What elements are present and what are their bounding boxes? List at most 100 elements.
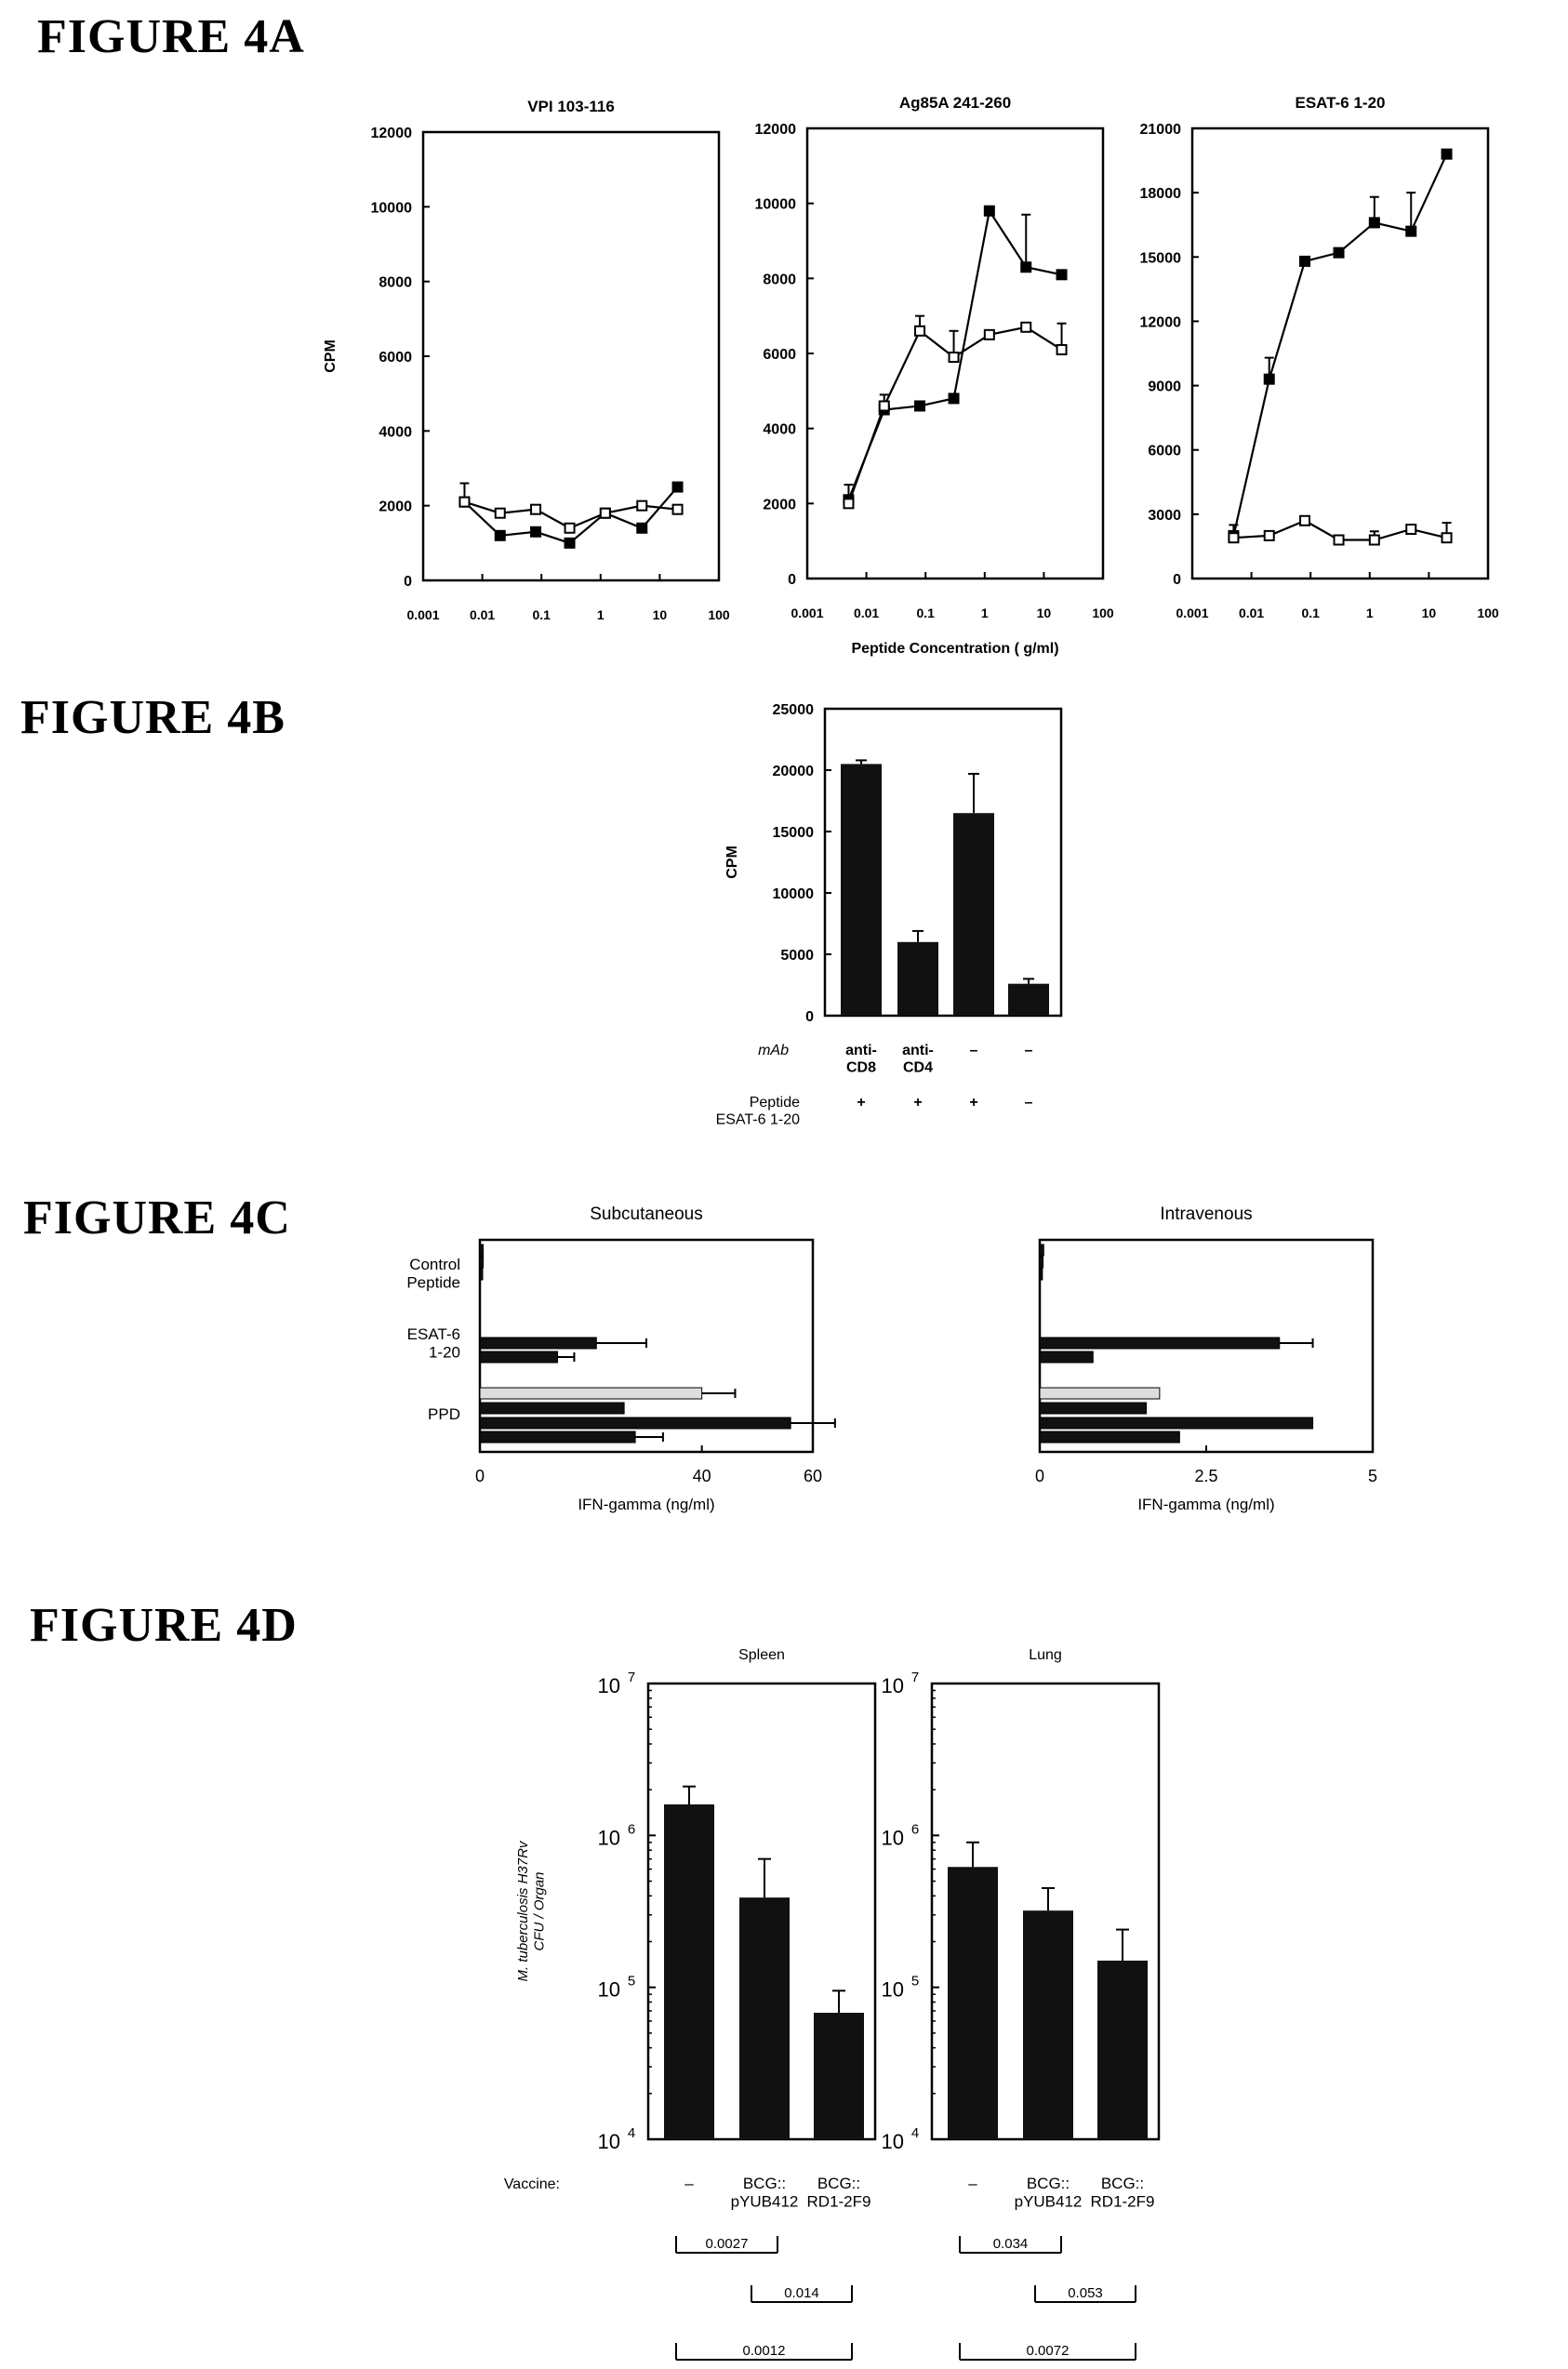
chart-4d-1-category-label: BCG::RD1-2F9 (807, 2175, 871, 2211)
chart-4b-row-cell: + (913, 1095, 922, 1111)
chart-4c-1-category-label: ESAT-61-20 (407, 1325, 460, 1362)
chart-4a-1-point (531, 527, 540, 537)
chart-4b-ytick-label: 25000 (773, 702, 815, 718)
chart-4a-1-ytick-label: 10000 (371, 200, 413, 216)
chart-4a-1-ytick-label: 4000 (379, 424, 412, 440)
chart-4a-3-point (1300, 257, 1309, 266)
chart-4a-1-point (637, 524, 646, 533)
chart-4d-2-pvalue-label: 0.0072 (1027, 2343, 1070, 2359)
chart-4a-3-frame (1192, 128, 1488, 579)
chart-4d-2-category-label: BCG::RD1-2F9 (1091, 2175, 1155, 2211)
chart-4b-ytick-label: 0 (805, 1009, 814, 1025)
chart-4a-2-xtick-label: 0.01 (854, 606, 879, 620)
chart-4d-1-ytick-exponent: 6 (628, 1821, 635, 1837)
chart-4c-1-xlabel: IFN-gamma (ng/ml) (578, 1496, 714, 1513)
chart-4c-2-xtick-label: 0 (1035, 1467, 1044, 1485)
chart-4c-1-category-label: ControlPeptide (406, 1256, 460, 1292)
chart-4a-3-point (1265, 531, 1274, 540)
chart-4a-3-ytick-label: 18000 (1140, 186, 1182, 202)
chart-4b-row-cell: anti-CD4 (902, 1043, 934, 1075)
chart-4c-1-xtick-label: 60 (804, 1467, 822, 1485)
chart-4d-1-ylabel: M. tuberculosis H37RvCFU / Organ (515, 1840, 547, 1981)
chart-4c-2-bar (1040, 1417, 1313, 1429)
chart-4a-1-point (637, 501, 646, 511)
chart-4d-1-ytick-label: 10 (598, 1826, 620, 1849)
chart-4d-2-ytick-label: 10 (882, 1978, 904, 2002)
chart-4a-3-xtick-label: 1 (1366, 606, 1374, 620)
chart-4a-2-point (950, 353, 959, 362)
chart-4c-2-bar (1040, 1338, 1280, 1349)
chart-4c-2-bar (1040, 1403, 1147, 1414)
chart-4c-1-bar (480, 1338, 596, 1349)
chart-4d-1-ytick-exponent: 5 (628, 1974, 635, 1990)
chart-4d-1-category-label: BCG::pYUB412 (731, 2175, 799, 2211)
chart-4d-1-x-caption: Vaccine: (504, 2176, 560, 2192)
chart-4a-2-point (844, 499, 853, 508)
chart-4c-2-bar (1040, 1388, 1160, 1399)
chart-4a-3-point (1370, 536, 1379, 545)
chart-4a-1-ytick-label: 0 (404, 574, 412, 590)
chart-4c-1-bar (480, 1257, 484, 1268)
chart-4a-2-point (1021, 262, 1030, 272)
chart-4a-3-ytick-label: 21000 (1140, 122, 1182, 138)
chart-4d-2-ytick-exponent: 5 (911, 1974, 919, 1990)
chart-4d-1-category-label: – (684, 2175, 694, 2192)
chart-4c-1-bar (480, 1417, 791, 1429)
chart-4a-1-ytick-label: 6000 (379, 350, 412, 366)
chart-4a-1-point (459, 498, 469, 507)
chart-4d-1-ytick-label: 10 (598, 1674, 620, 1697)
chart-4c-1-title: Subcutaneous (590, 1204, 703, 1224)
chart-4c-2-bar (1040, 1269, 1043, 1280)
chart-4a-1-point (565, 539, 575, 548)
chart-4c-2-bar (1040, 1431, 1179, 1443)
chart-4a-1-xtick-label: 0.1 (532, 607, 551, 622)
chart-4b-row-cell: + (969, 1095, 977, 1111)
chart-4d-1-title: Spleen (738, 1647, 785, 1663)
chart-4d-2-ytick-exponent: 6 (911, 1821, 919, 1837)
chart-4b-row-label: mAb (758, 1043, 789, 1058)
chart-4a-3-point (1300, 516, 1309, 526)
chart-4a-2-xtick-label: 100 (1092, 606, 1114, 620)
chart-4d-1-bar (814, 2013, 864, 2139)
chart-4c-1-bar (480, 1244, 484, 1256)
chart-4b-bar (841, 764, 882, 1016)
chart-4a-2-ytick-label: 10000 (755, 197, 797, 213)
chart-4c-2-bar (1040, 1257, 1043, 1268)
chart-4a-2-point (1057, 345, 1067, 354)
chart-4b-bar (953, 813, 994, 1016)
chart-4a-3-title: ESAT-6 1-20 (1295, 94, 1385, 112)
chart-4a-2-ytick-label: 0 (788, 572, 796, 588)
chart-4c-2-xtick-label: 2.5 (1194, 1467, 1217, 1485)
chart-4c-1-bar (480, 1388, 702, 1399)
chart-4a-1-xtick-label: 10 (653, 607, 668, 622)
chart-4a-2-title: Ag85A 241-260 (899, 94, 1011, 112)
chart-4a-2-ytick-label: 6000 (763, 347, 796, 363)
chart-4a-1-point (565, 524, 575, 533)
chart-4a-2-point (985, 206, 994, 216)
chart-4d-1-ytick-label: 10 (598, 1978, 620, 2002)
chart-4d-2-bar (1023, 1910, 1073, 2139)
chart-4a-2-ytick-label: 2000 (763, 497, 796, 512)
chart-4d-1-ytick-label: 10 (598, 2130, 620, 2153)
chart-4a-2-xtick-label: 10 (1037, 606, 1052, 620)
chart-4a-1-point (531, 505, 540, 514)
chart-4a-2-ytick-label: 12000 (755, 122, 797, 138)
chart-4b-ytick-label: 10000 (773, 886, 815, 902)
chart-4a-3-point (1335, 248, 1344, 258)
chart-4a-3-xtick-label: 0.1 (1301, 606, 1320, 620)
chart-4a-3-point (1370, 218, 1379, 227)
chart-4d-2-ytick-label: 10 (882, 1674, 904, 1697)
chart-4d-2-pvalue-label: 0.034 (993, 2236, 1029, 2252)
chart-4d-1-pvalue-label: 0.0012 (743, 2343, 786, 2359)
chart-4d-1-ytick-exponent: 4 (628, 2125, 635, 2141)
chart-4d-2-bar (1097, 1961, 1148, 2139)
chart-4a-3-xtick-label: 0.001 (1176, 606, 1208, 620)
chart-4a-3-xtick-label: 0.01 (1239, 606, 1264, 620)
chart-4a-3-series-1-line (1233, 154, 1446, 536)
chart-4b-ytick-label: 5000 (780, 948, 814, 964)
chart-4a-1-ylabel: CPM (323, 339, 339, 373)
chart-4a-1-point (673, 483, 683, 492)
chart-4a-1-ytick-label: 2000 (379, 499, 412, 515)
chart-4a-2-point (1021, 323, 1030, 332)
